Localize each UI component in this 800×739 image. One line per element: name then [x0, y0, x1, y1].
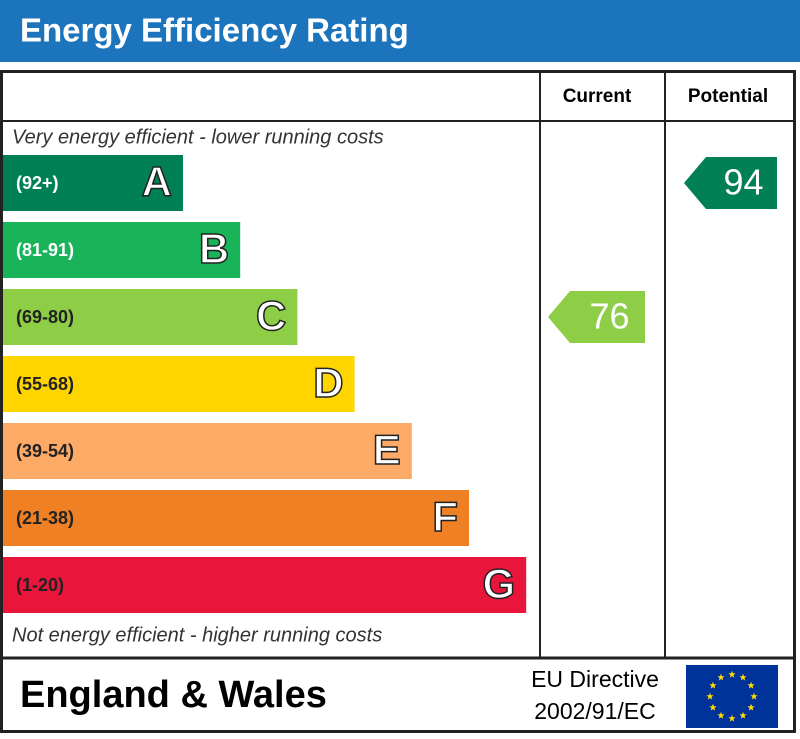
region: England & Wales [20, 674, 327, 716]
star [709, 703, 717, 711]
band-range: (1-20) [16, 575, 64, 595]
band [3, 490, 469, 546]
band [3, 222, 241, 278]
column-header: Current [563, 86, 632, 107]
frame [0, 70, 796, 733]
star [717, 673, 725, 681]
band-letter: E [373, 426, 401, 473]
band [3, 557, 527, 613]
title-bar [0, 0, 800, 62]
column-header: Potential [688, 86, 768, 107]
star [728, 670, 736, 678]
rating-arrow [684, 157, 777, 209]
rating-value: 76 [589, 296, 629, 337]
band [3, 423, 412, 479]
band-letter: A [142, 158, 172, 205]
star [739, 673, 747, 681]
band-range: (92+) [16, 173, 59, 193]
band-letter: D [313, 359, 343, 406]
band-letter: C [256, 292, 286, 339]
eu-stars [706, 670, 758, 722]
star [706, 692, 714, 700]
directive: 2002/91/EC [534, 698, 655, 724]
band [3, 289, 298, 345]
band-letter: F [432, 493, 458, 540]
band-range: (55-68) [16, 374, 74, 394]
star [739, 711, 747, 719]
star [709, 681, 717, 689]
star [750, 692, 758, 700]
star [728, 714, 736, 722]
top-note: Very energy efficient - lower running co… [12, 126, 384, 148]
title: Energy Efficiency Rating [20, 12, 409, 49]
star [747, 703, 755, 711]
band-range: (81-91) [16, 240, 74, 260]
bottom-note: Not energy efficient - higher running co… [12, 624, 382, 646]
band-range: (69-80) [16, 307, 74, 327]
band-range: (39-54) [16, 441, 74, 461]
band [3, 356, 355, 412]
star [747, 681, 755, 689]
band-range: (21-38) [16, 508, 74, 528]
rating-value: 94 [723, 162, 763, 203]
rating-arrow [548, 291, 645, 343]
star [717, 711, 725, 719]
band-letter: B [199, 225, 229, 272]
band [3, 155, 183, 211]
band-letter: G [483, 560, 516, 607]
directive: EU Directive [531, 666, 659, 692]
